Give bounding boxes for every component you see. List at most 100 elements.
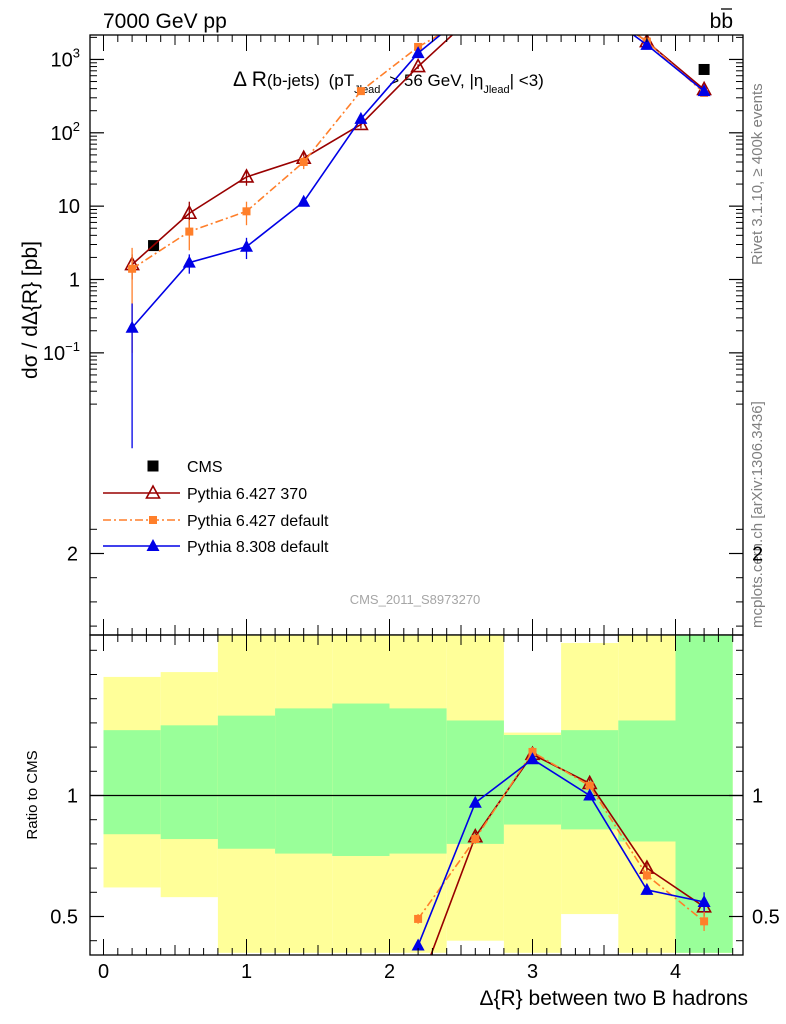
ratio-data-point (700, 917, 709, 926)
ratio-data-point (411, 938, 425, 951)
ratio-y-tick-label-right: 1 (752, 786, 763, 808)
ratio-data-point (414, 914, 423, 923)
y-tick-label: 1 (69, 270, 80, 292)
ratio-y-tick-label: 2 (67, 544, 78, 566)
main-data-point (640, 37, 654, 50)
main-data-point (299, 157, 308, 166)
legend-entry: Pythia 6.427 default (103, 513, 329, 530)
main-data-point (469, 0, 482, 11)
main-data-point (698, 63, 710, 75)
legend-marker (145, 484, 161, 499)
ratio-bands (103, 635, 733, 953)
main-data-point (586, 0, 594, 5)
main-data-point (298, 10, 309, 21)
x-tick-label: 2 (384, 961, 395, 983)
legend-label: Pythia 8.308 default (187, 539, 329, 556)
legend-label: Pythia 6.427 370 (187, 486, 307, 503)
legend: CMS Pythia 6.427 370 Pythia 6.427 default P… (103, 459, 329, 556)
rivet-version-label: Rivet 3.1.10, ≥ 400k events (749, 83, 766, 265)
ratio-y-tick-label: 0.5 (50, 907, 78, 929)
main-data-point (240, 239, 253, 252)
main-data-point (413, 18, 424, 29)
mcplots-label: mcplots.cern.ch [arXiv:1306.3436] (749, 401, 766, 628)
legend-marker (146, 539, 160, 551)
main-data-point (356, 87, 365, 96)
ratio-series-layer (411, 745, 712, 994)
ratio-data-point (528, 747, 537, 756)
x-axis-label: Δ{R} between two B hadrons (479, 987, 748, 1010)
ratio-series-2 (411, 752, 711, 951)
ratio-y-tick-label: 1 (67, 786, 78, 808)
y-tick-label: 103 (51, 45, 80, 71)
main-data-point (125, 320, 139, 333)
main-data-point (181, 204, 198, 220)
main-data-point (238, 168, 255, 183)
y-tick-label: 10 (58, 196, 80, 218)
main-data-point (297, 194, 311, 207)
main-data-point (583, 0, 596, 6)
ratio-series-1 (414, 747, 709, 932)
uncertainty-band-inner (332, 703, 390, 856)
main-data-point (242, 207, 251, 216)
main-axes: 10610510410310210110−1 (43, 35, 743, 635)
main-data-point (697, 84, 711, 97)
main-data-point (185, 227, 194, 236)
x-tick-label: 0 (98, 961, 109, 983)
legend-entry: Pythia 8.308 default (103, 539, 329, 556)
main-title: Δ R(b-jets) (pTJlead > 56 GeV, |ηJlead| … (233, 68, 544, 98)
main-data-point (355, 14, 366, 25)
y-axis-label-main: dσ / dΔ{R} [pb] (19, 241, 42, 379)
ratio-series-line (417, 750, 705, 922)
main-data-point (128, 264, 137, 273)
main-panel: Δ R(b-jets) (pTJlead > 56 GeV, |ηJlead| … (19, 0, 744, 636)
ratio-y-tick-label-right: 2 (752, 544, 763, 566)
ratio-data-point (471, 835, 480, 844)
header-left-label: 7000 GeV pp (103, 10, 227, 33)
y-tick-label: 10−1 (43, 339, 80, 365)
ratio-data-point (468, 795, 482, 808)
legend-entry: Pythia 6.427 370 (103, 484, 307, 503)
uncertainty-band-inner (618, 720, 676, 842)
uncertainty-band-inner (389, 708, 447, 854)
main-data-point (469, 7, 482, 19)
uncertainty-band-inner (217, 715, 276, 849)
uncertainty-band-inner (275, 708, 333, 854)
legend-label: CMS (187, 459, 223, 476)
x-tick-label: 4 (670, 961, 681, 983)
main-data-point (241, 3, 252, 14)
uncertainty-band-inner (103, 730, 161, 835)
main-data-point (354, 111, 368, 124)
ratio-y-tick-label-right: 0.5 (752, 907, 780, 929)
x-tick-label: 1 (241, 961, 252, 983)
ratio-data-point (412, 982, 425, 994)
ratio-data-point (526, 752, 539, 765)
ratio-data-point (583, 788, 597, 801)
ratio-panel: 0.5 0.5 1 1 2 2 0 1 2 3 4 Ratio to CMS Δ{R} betwee… (24, 528, 780, 1010)
main-data-point (182, 255, 196, 268)
main-data-point (411, 46, 425, 59)
main-series-layer (124, 0, 712, 449)
ratio-axes: 0.5 0.5 1 1 2 2 0 1 2 3 4 (50, 528, 780, 983)
ratio-data-point (585, 781, 594, 790)
legend-marker (149, 516, 157, 524)
x-tick-label: 3 (527, 961, 538, 983)
main-data-point (470, 0, 481, 11)
main-series-line (131, 35, 705, 270)
main-data-point (471, 11, 479, 19)
main-data-point (583, 0, 596, 8)
uncertainty-band-inner (446, 720, 504, 844)
legend-marker (147, 460, 159, 472)
ratio-frame (89, 634, 744, 956)
y-tick-label: 102 (51, 119, 80, 145)
ratio-data-point (697, 894, 711, 907)
ratio-series-line (417, 758, 705, 946)
watermark-label: CMS_2011_S8973270 (350, 592, 481, 607)
ratio-data-point (642, 871, 651, 880)
main-data-point (641, 21, 652, 32)
main-data-point (410, 57, 426, 73)
main-data-point (584, 0, 595, 8)
legend-label: Pythia 6.427 default (187, 513, 329, 530)
y-axis-label-ratio: Ratio to CMS (24, 750, 41, 839)
uncertainty-band-inner (160, 725, 218, 840)
